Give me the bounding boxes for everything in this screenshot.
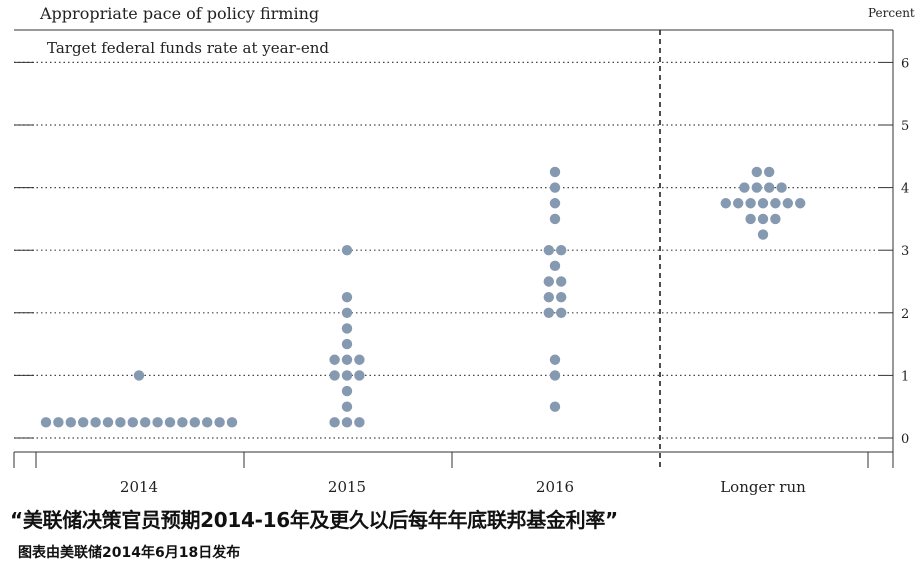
data-point [226, 417, 238, 428]
data-point [751, 166, 762, 178]
data-point [556, 291, 567, 303]
data-point [549, 198, 561, 209]
data-point [53, 417, 64, 428]
data-point [341, 338, 353, 350]
data-point [78, 417, 89, 428]
data-point [164, 417, 176, 428]
chart-caption: “美联储决策官员预期2014-16年及更久以后每年年底联邦基金利率” [10, 508, 618, 532]
data-point [177, 417, 188, 428]
data-point [795, 198, 806, 209]
data-points [40, 166, 806, 428]
data-point [140, 417, 151, 428]
data-point [745, 198, 756, 209]
data-point [733, 198, 744, 209]
data-point [202, 417, 213, 428]
data-point [90, 417, 101, 428]
data-point [543, 245, 554, 256]
data-point [40, 417, 52, 428]
y-tick-label: 1 [901, 369, 909, 384]
data-point [341, 385, 353, 397]
x-tick-label: 2015 [328, 478, 366, 496]
data-point [133, 370, 145, 381]
data-point [115, 417, 126, 428]
data-point [329, 417, 340, 428]
data-point [549, 166, 561, 178]
data-point [739, 182, 750, 193]
x-tick-label: Longer run [720, 478, 806, 496]
x-tick-label: 2016 [536, 478, 574, 496]
data-point [757, 198, 769, 209]
data-point [214, 417, 225, 428]
y-tick-label: 5 [901, 119, 909, 134]
tick-labels: 0 1 2 3 4 5 6 2014 2015 2016 Longer run [120, 56, 909, 496]
data-point [757, 213, 769, 225]
data-point [354, 370, 365, 381]
data-point [549, 401, 561, 412]
data-point [549, 370, 561, 381]
data-point [745, 213, 756, 225]
dot-plot-chart: Appropriate pace of policy firming Perce… [13, 4, 915, 496]
data-point [341, 370, 353, 381]
chart-subtitle-background [40, 36, 320, 58]
data-point [341, 245, 353, 256]
data-point [152, 417, 163, 428]
y-tick-label: 4 [901, 182, 909, 197]
data-point [770, 213, 781, 225]
data-point [102, 417, 114, 428]
data-point [549, 260, 561, 272]
data-point [189, 417, 200, 428]
data-point [751, 182, 762, 193]
data-point [341, 291, 353, 303]
gridlines [14, 61, 879, 439]
data-point [549, 182, 561, 193]
data-point [341, 417, 353, 428]
data-point [127, 417, 138, 428]
data-point [543, 307, 554, 318]
y-axis-unit-label: Percent [868, 6, 915, 20]
y-tick-label: 2 [901, 307, 909, 322]
data-point [720, 198, 731, 209]
data-point [65, 417, 77, 428]
chart-source-note: 图表由美联储2014年6月18日发布 [18, 545, 241, 561]
data-point [757, 229, 769, 240]
data-point [354, 417, 365, 428]
y-tick-label: 0 [901, 432, 909, 447]
data-point [341, 354, 353, 365]
chart-title: Appropriate pace of policy firming [39, 4, 319, 23]
data-point [782, 198, 793, 209]
data-point [543, 276, 554, 287]
data-point [543, 291, 554, 303]
data-point [329, 354, 340, 365]
data-point [549, 354, 561, 365]
y-tick-label: 3 [901, 244, 909, 259]
data-point [354, 354, 365, 365]
axes [13, 29, 894, 468]
data-point [776, 182, 787, 193]
data-point [770, 198, 781, 209]
chart-subtitle: Target federal funds rate at year-end [47, 39, 329, 57]
data-point [556, 245, 567, 256]
data-point [329, 370, 340, 381]
y-tick-label: 6 [901, 56, 909, 71]
x-tick-label: 2014 [120, 478, 158, 496]
data-point [556, 276, 567, 287]
data-point [341, 323, 353, 334]
data-point [341, 401, 353, 412]
data-point [556, 307, 567, 318]
data-point [764, 166, 775, 178]
data-point [549, 213, 561, 225]
data-point [764, 182, 775, 193]
data-point [341, 307, 353, 318]
